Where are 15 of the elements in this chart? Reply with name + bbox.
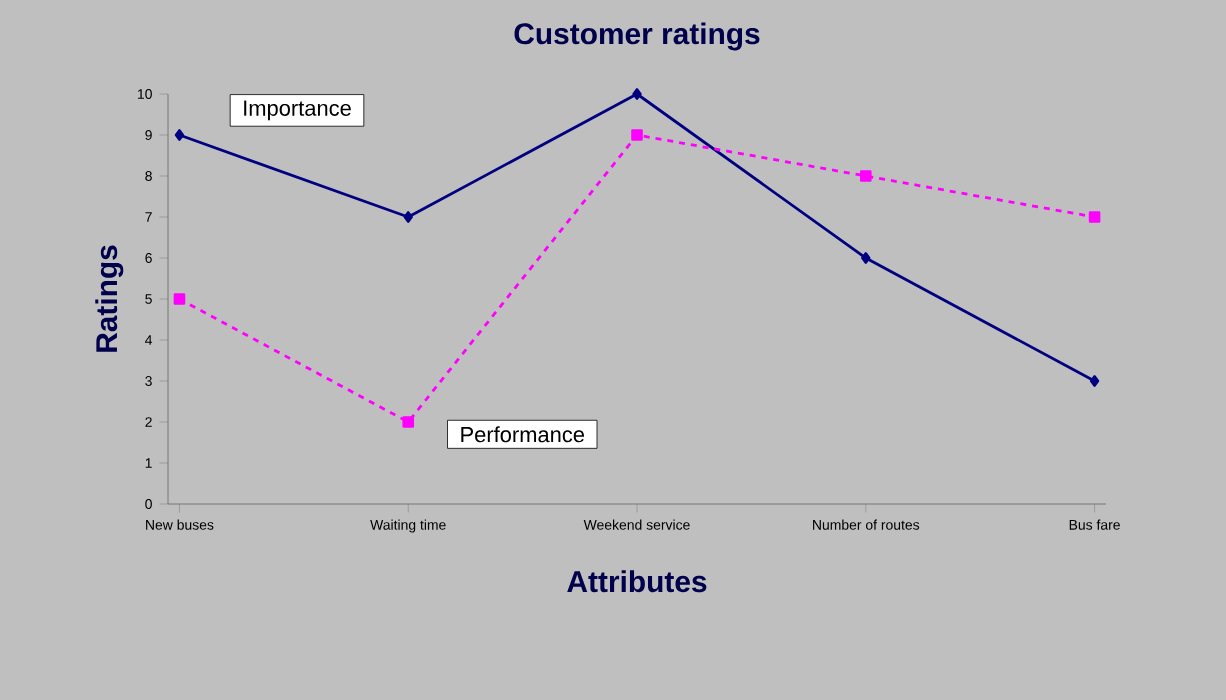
point — [632, 88, 642, 100]
point — [1089, 375, 1100, 387]
point — [1088, 211, 1101, 223]
x-axis-title: Attributes — [567, 570, 707, 593]
point — [173, 293, 186, 305]
chart-title: Customer ratings — [514, 22, 760, 51]
point — [174, 129, 185, 141]
y-axis-title: Ratings — [95, 245, 124, 352]
point — [403, 211, 413, 223]
text: Performance — [461, 426, 585, 443]
point — [861, 252, 871, 264]
point — [402, 416, 415, 428]
point — [631, 129, 643, 141]
series-label: Importance — [244, 100, 351, 121]
point — [859, 170, 872, 182]
